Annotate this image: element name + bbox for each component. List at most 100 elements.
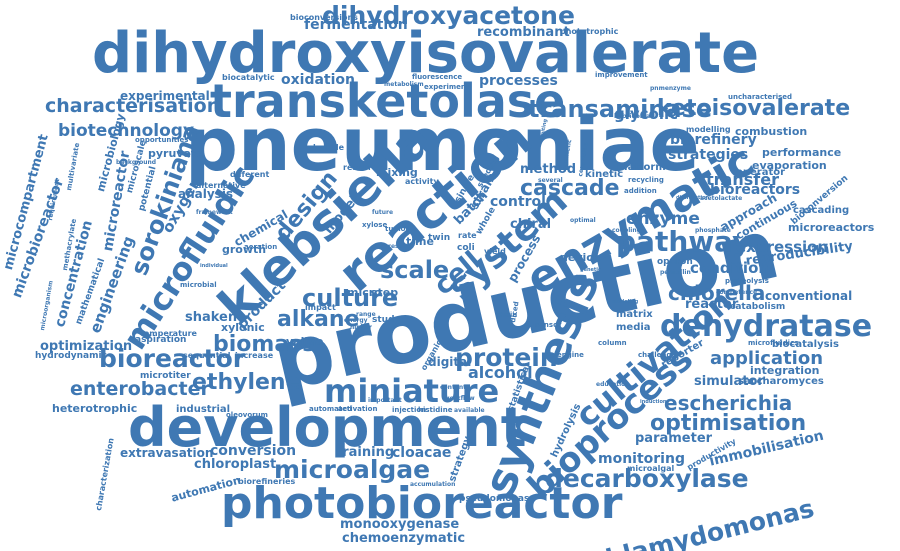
word-microtiter: microtiter [140,371,191,381]
word-optimization: optimization [40,339,133,354]
word-biomass: biomass [213,332,316,357]
word-cascading: cascading [793,205,850,216]
word-multivariate: multivariate [65,142,82,192]
word-enzyme: enzyme [626,209,700,229]
word-monitoring: monitoring [598,451,685,467]
word-result: result [388,243,408,250]
word-bubble: bubble [313,143,345,152]
word-integration: integration [750,364,820,377]
word-column: column [598,339,627,347]
word-ketoisovalerate: ketoisovalerate [657,96,851,121]
word-pnmenzyme: pnmenzyme [650,85,691,92]
word-biorefinery: biorefinery [670,132,757,148]
word-biotechnology: biotechnology [58,121,195,141]
word-energy: energy [344,317,368,324]
word-extravasation: extravasation [120,446,214,460]
word-distribution: distribution [676,195,710,201]
word-modelling: modelling [686,125,731,134]
word-chlorella: chlorella [668,281,766,305]
word-proteolysis: proteolysis [725,277,769,285]
word-xylose: xylose [362,221,388,229]
word-higher: higher [350,324,372,331]
word-growth: growth [222,243,267,256]
word-catabolism: catabolism [730,302,786,312]
word-framework: framework [196,209,233,216]
word-operon: operon [657,257,693,267]
word-microbial: microbial [180,281,217,289]
word-experimental: experimental [120,89,210,103]
word-expression: expression [736,238,829,256]
word-genetic: genetic [580,267,601,273]
word-optimisation: optimisation [650,411,807,436]
word-matrix: matrix [616,309,653,320]
word-impact: impact [305,303,336,312]
word-phototrophic: phototrophic [560,27,619,36]
word-rate: rate [458,231,477,240]
word-metabolism: metabolism [384,81,424,88]
word-characterisation: characterisation [45,95,221,117]
word-sequential: sequential [183,351,231,360]
word-development: development [128,396,527,459]
word-cascade: cascade [520,176,620,201]
word-kinetic: kinetic [585,169,624,180]
word-protein: protein [455,343,558,372]
word-acetolactate: acetolactate [700,195,743,202]
word-accumulation: accumulation [410,481,456,488]
word-different: different [230,170,270,179]
word-induction: induction [640,399,667,405]
word-oxidation: oxidation [281,72,355,88]
word-media: media [616,322,651,333]
word-challenge: challenge [638,351,677,359]
word-cloacae: cloacae [392,445,452,461]
word-bioconversions: bioconversions [290,13,358,22]
word-addition: addition [624,187,657,195]
word-xylonic: xylonic [221,321,265,334]
word-pneumoniae: pneumoniae [185,102,700,188]
word-tumor: tumor [385,225,409,233]
word-industrial: industrial [176,404,231,415]
word-miniature: miniature [324,372,500,410]
word-future: future [372,209,394,216]
word-scale: scale [380,256,450,284]
word-bioreactor: bioreactor [99,344,246,373]
word-device: device [560,251,601,264]
word-control: control [490,194,546,210]
word-chlamydomonas: chlamydomonas [588,493,817,551]
word-glycolic: glycolic [614,105,679,123]
word-strategies: strategies [668,147,749,163]
word-content: content [440,384,467,391]
word-time: time [406,235,434,248]
word-pyruvate: pyruvate [148,147,204,160]
word-combustion: combustion [735,125,808,138]
word-twin: twin [428,233,451,243]
word-research: research [343,163,383,172]
word-platform: platform [617,162,666,173]
word-experiment: experiment [424,83,470,91]
word-fermentation: fermentation [304,17,408,33]
word-dihydroxyacetone: dihydroxyacetone [322,1,575,30]
word-chloroplast: chloroplast [194,457,277,472]
word-microalgal: microalgal [627,464,675,473]
word-activity: activity [405,177,439,186]
word-education: education [596,381,630,388]
word-important: important [368,397,402,404]
word-optimal: optimal [570,217,596,224]
word-microfluidics: microfluidics [748,339,799,347]
word-training: training [336,445,395,460]
word-decarboxylase: decarboxylase [545,464,749,493]
word-hybridoma: hybridoma [614,113,651,120]
word-microalgae: microalgae [274,455,431,484]
word-monooxygenase: monooxygenase [340,517,460,532]
word-chiral: chiral [510,217,552,232]
word-analysis: analysis [178,187,234,201]
word-improvement: improvement [595,71,648,79]
word-evaporation: evaporation [752,159,827,172]
word-alternative: alternative [196,181,246,190]
word-workflow: workflow [444,395,475,402]
word-range: range [356,311,376,318]
word-competence: competence [716,289,758,296]
word-study: study [372,315,401,325]
word-saccharomyces: saccharomyces [738,376,824,387]
word-opportunities: opportunities [135,136,189,144]
word-uncharacterised: uncharacterised [728,93,793,101]
